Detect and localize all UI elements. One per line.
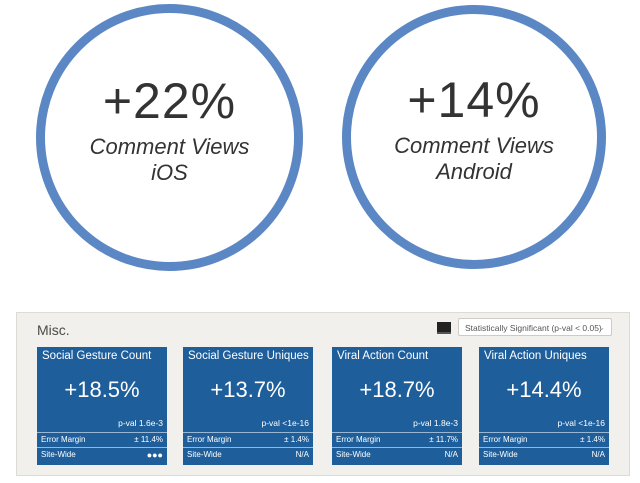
card-title: Viral Action Uniques — [484, 350, 587, 362]
metric-card-social-gesture-uniques[interactable]: Social Gesture Uniques +13.7% p-val <1e-… — [183, 347, 313, 465]
error-margin-label: Error Margin — [483, 435, 528, 444]
comment-views-android-circle: +14% Comment Views Android — [342, 5, 606, 269]
error-margin-value: ± 11.7% — [429, 435, 458, 444]
error-margin-value: ± 1.4% — [284, 435, 309, 444]
error-margin-row: Error Margin ± 1.4% — [183, 432, 313, 447]
hero-caption-line2: iOS — [151, 159, 188, 185]
panel-title: Misc. — [37, 322, 70, 338]
hero-caption: Comment Views Android — [394, 133, 554, 185]
card-value: +14.4% — [506, 377, 582, 402]
hero-value: +14% — [407, 72, 541, 128]
error-margin-row: Error Margin ± 11.7% — [332, 432, 462, 447]
hero-caption-line2: Android — [436, 159, 512, 184]
hero-value: +22% — [102, 72, 237, 129]
site-wide-label: Site-Wide — [187, 450, 222, 459]
error-margin-row: Error Margin ± 1.4% — [479, 432, 609, 447]
card-value: +18.7% — [359, 377, 435, 402]
card-value: +18.5% — [64, 377, 140, 402]
site-wide-row: Site-Wide N/A — [332, 447, 462, 462]
error-margin-label: Error Margin — [187, 435, 232, 444]
display-icon[interactable] — [437, 322, 451, 334]
card-pval: p-val 1.6e-3 — [118, 418, 163, 428]
site-wide-label: Site-Wide — [483, 450, 518, 459]
chevron-down-icon: ⌄ — [598, 323, 605, 332]
error-margin-value: ± 1.4% — [580, 435, 605, 444]
error-margin-row: Error Margin ± 11.4% — [37, 432, 167, 447]
metric-card-social-gesture-count[interactable]: Social Gesture Count +18.5% p-val 1.6e-3… — [37, 347, 167, 465]
site-wide-value: N/A — [591, 450, 605, 459]
misc-panel: Misc. Statistically Significant (p-val <… — [16, 312, 630, 476]
metric-card-viral-action-count[interactable]: Viral Action Count +18.7% p-val 1.8e-3 E… — [332, 347, 462, 465]
hero-caption-line1: Comment Views — [89, 133, 250, 159]
error-margin-value: ± 11.4% — [134, 435, 163, 444]
site-wide-value: N/A — [295, 450, 309, 459]
card-title: Social Gesture Uniques — [188, 350, 309, 362]
card-pval: p-val <1e-16 — [261, 418, 310, 428]
card-title: Social Gesture Count — [42, 350, 152, 362]
hero-caption: Comment Views iOS — [90, 134, 250, 186]
site-wide-row: Site-Wide N/A — [183, 447, 313, 462]
site-wide-value: ●●● — [146, 450, 163, 460]
card-pval: p-val 1.8e-3 — [413, 418, 458, 428]
site-wide-row: Site-Wide N/A — [479, 447, 609, 462]
site-wide-label: Site-Wide — [336, 450, 371, 459]
card-value: +13.7% — [210, 377, 286, 402]
error-margin-label: Error Margin — [336, 435, 381, 444]
significance-filter-value: Statistically Significant (p-val < 0.05) — [465, 323, 602, 333]
card-pval: p-val <1e-16 — [557, 418, 606, 428]
significance-filter-select[interactable]: Statistically Significant (p-val < 0.05)… — [458, 318, 612, 336]
site-wide-value: N/A — [444, 450, 458, 459]
site-wide-row: Site-Wide ●●● — [37, 447, 167, 462]
hero-caption-line1: Comment Views — [394, 133, 554, 158]
site-wide-label: Site-Wide — [41, 450, 76, 459]
metric-card-viral-action-uniques[interactable]: Viral Action Uniques +14.4% p-val <1e-16… — [479, 347, 609, 465]
card-title: Viral Action Count — [337, 350, 429, 362]
error-margin-label: Error Margin — [41, 435, 86, 444]
comment-views-ios-circle: +22% Comment Views iOS — [36, 4, 303, 271]
